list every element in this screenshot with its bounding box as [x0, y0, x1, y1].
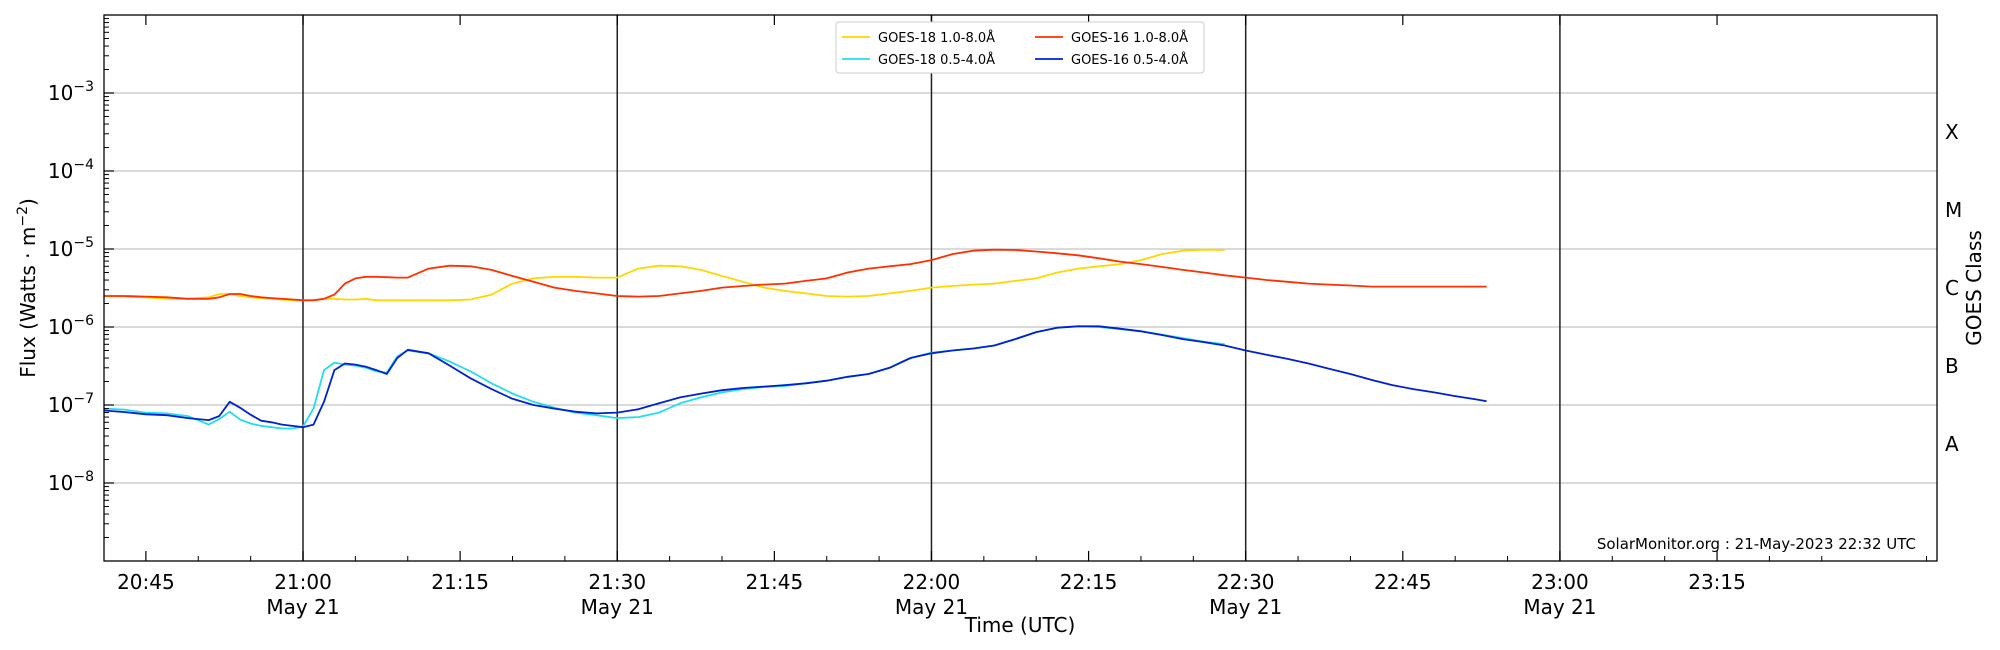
- x-tick-label: 21:00: [274, 570, 332, 594]
- x-tick-label: 23:15: [1688, 570, 1746, 594]
- y-tick-exponent: −7: [73, 391, 94, 407]
- x-tick-label: 22:15: [1060, 570, 1118, 594]
- legend-entry: GOES-16 0.5-4.0Å: [1071, 52, 1188, 68]
- x-axis-label: Time (UTC): [964, 613, 1076, 637]
- legend-entry: GOES-16 1.0-8.0Å: [1071, 30, 1188, 46]
- x-tick-date-label: May 21: [266, 595, 339, 619]
- source-annotation: SolarMonitor.org : 21-May-2023 22:32 UTC: [1597, 535, 1916, 553]
- legend-box: [835, 21, 1205, 74]
- y-tick-label: 10−3: [48, 79, 94, 105]
- x-tick-label: 22:45: [1374, 570, 1432, 594]
- x-tick-label: 23:00: [1531, 570, 1589, 594]
- legend: GOES-18 1.0-8.0Å GOES-18 0.5-4.0Å GOES-16 …: [835, 21, 1205, 74]
- y-tick-label: 10−5: [48, 235, 94, 261]
- x-tick-label: 21:15: [431, 570, 489, 594]
- x-tick-date-label: May 21: [1523, 595, 1596, 619]
- goes-class-label: M: [1945, 198, 1962, 222]
- y-tick-base: 10: [48, 315, 73, 339]
- x-tick-label: 21:45: [746, 570, 804, 594]
- goes-class-label: B: [1945, 354, 1959, 378]
- y-axis-label-exponent: −2: [15, 206, 31, 227]
- x-tick-date-label: May 21: [1209, 595, 1282, 619]
- gridlines: [104, 92, 1937, 484]
- y-tick-labels: 10−810−710−610−510−410−3: [48, 79, 94, 495]
- plot-frame: [103, 14, 1938, 562]
- legend-entry: GOES-18 0.5-4.0Å: [878, 52, 995, 68]
- y-tick-base: 10: [48, 393, 73, 417]
- axis-ticks: [104, 15, 1928, 561]
- y-tick-exponent: −4: [73, 157, 94, 173]
- goes-class-labels: A B C M X: [1945, 120, 1962, 456]
- series-line-3: [103, 325, 1487, 429]
- y-tick-exponent: −3: [73, 79, 94, 95]
- legend-entry: GOES-18 1.0-8.0Å: [878, 30, 995, 46]
- x-tick-date-label: May 21: [581, 595, 654, 619]
- y-tick-base: 10: [48, 237, 73, 261]
- y-axis-label-close: ): [16, 198, 40, 206]
- y-tick-exponent: −6: [73, 313, 94, 329]
- goes-class-label: C: [1945, 276, 1959, 300]
- y-tick-exponent: −5: [73, 235, 94, 251]
- x-tick-label: 22:30: [1217, 570, 1275, 594]
- y-tick-label: 10−8: [48, 469, 94, 495]
- y-tick-label: 10−7: [48, 391, 94, 417]
- x-tick-label: 21:30: [588, 570, 646, 594]
- y-axis-label-main: Flux (Watts · m: [16, 227, 40, 378]
- x-tick-date-label: May 21: [895, 595, 968, 619]
- y-tick-base: 10: [48, 471, 73, 495]
- x-tick-label: 20:45: [117, 570, 175, 594]
- series-lines: [103, 248, 1487, 430]
- y-tick-base: 10: [48, 159, 73, 183]
- y-tick-base: 10: [48, 81, 73, 105]
- y-axis-label: Flux (Watts · m−2): [15, 198, 40, 378]
- goes-class-label: X: [1945, 120, 1959, 144]
- x-tick-label: 22:00: [903, 570, 961, 594]
- goes-class-axis-label: GOES Class: [1962, 230, 1986, 346]
- goes-class-label: A: [1945, 432, 1959, 456]
- y-tick-exponent: −8: [73, 469, 94, 485]
- series-line-2: [104, 248, 1487, 302]
- day-boundary-lines: [302, 15, 1561, 561]
- y-tick-label: 10−6: [48, 313, 94, 339]
- y-tick-label: 10−4: [48, 157, 94, 183]
